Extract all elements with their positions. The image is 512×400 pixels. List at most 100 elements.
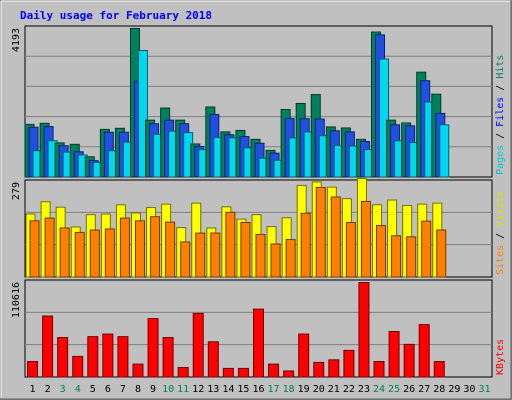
bar-kbytes-kbytes-day-13	[207, 341, 219, 378]
day-label-19: 19	[298, 384, 310, 395]
day-label-14: 14	[222, 384, 234, 395]
bar-kbytes-kbytes-day-2	[42, 315, 54, 378]
panel-kbytes-legend: KBytes	[495, 339, 506, 375]
day-label-9: 9	[150, 384, 156, 395]
day-label-3: 3	[60, 384, 66, 395]
panel-visits-ymax-label: 279	[11, 182, 22, 200]
bar-visits-sites-day-24	[376, 225, 387, 278]
day-labels: 1 2 3 4 5 6 7 8 9 10 11 12 13 14 15 16 17 18 19 20 21 22 23 24 2…	[30, 384, 491, 395]
day-label-17: 17	[268, 384, 280, 395]
bar-hits-pages-day-28	[439, 124, 450, 178]
bar-visits-sites-day-23	[360, 200, 371, 278]
day-label-18: 18	[283, 384, 295, 395]
bar-kbytes-kbytes-day-20	[313, 361, 325, 378]
day-label-22: 22	[343, 384, 355, 395]
day-label-16: 16	[252, 384, 264, 395]
day-label-13: 13	[207, 384, 219, 395]
bar-visits-sites-day-3	[59, 227, 70, 278]
panel-hits: 4193 Pages / Files / Hits	[11, 25, 506, 178]
bar-visits-sites-day-16	[255, 233, 266, 278]
bar-kbytes-kbytes-day-14	[222, 367, 234, 378]
bar-kbytes-kbytes-day-25	[388, 330, 400, 378]
bar-visits-sites-day-19	[300, 212, 311, 278]
bar-kbytes-kbytes-day-17	[268, 363, 280, 378]
bar-visits-sites-day-26	[406, 236, 417, 278]
chart-title: Daily usage for February 2018	[20, 9, 212, 22]
day-label-25: 25	[388, 384, 400, 395]
bar-kbytes-kbytes-day-28	[433, 361, 445, 378]
bar-kbytes-kbytes-day-18	[283, 370, 295, 378]
legend-item-files: Files	[495, 97, 506, 127]
bar-kbytes-kbytes-day-19	[298, 333, 310, 378]
day-label-10: 10	[162, 384, 174, 395]
day-label-30: 30	[463, 384, 475, 395]
bar-visits-sites-day-5	[89, 229, 100, 278]
bar-hits-pages-day-24	[379, 58, 390, 178]
bar-kbytes-kbytes-day-8	[132, 363, 144, 378]
day-label-26: 26	[403, 384, 415, 395]
legend-item-sites: Sites	[495, 245, 506, 275]
bar-kbytes-kbytes-day-15	[237, 367, 249, 378]
bar-visits-sites-day-11	[180, 241, 191, 278]
day-label-15: 15	[237, 384, 249, 395]
panel-hits-ymax-label: 4193	[11, 28, 22, 52]
day-label-29: 29	[448, 384, 460, 395]
day-label-5: 5	[90, 384, 96, 395]
day-label-28: 28	[433, 384, 445, 395]
bar-kbytes-kbytes-day-6	[102, 333, 114, 378]
bar-kbytes-kbytes-day-7	[117, 336, 129, 378]
legend-separator: /	[495, 127, 506, 145]
day-label-7: 7	[120, 384, 126, 395]
legend-item-kbytes: KBytes	[495, 339, 506, 375]
bar-kbytes-kbytes-day-24	[373, 361, 385, 378]
bar-kbytes-kbytes-day-10	[162, 336, 174, 378]
bar-visits-sites-day-12	[195, 232, 206, 278]
bar-kbytes-kbytes-day-23	[358, 282, 370, 378]
bar-visits-sites-day-6	[104, 228, 115, 278]
bar-visits-sites-day-7	[119, 217, 130, 278]
bar-visits-sites-day-27	[421, 220, 432, 278]
day-label-6: 6	[105, 384, 111, 395]
bar-visits-sites-day-13	[210, 232, 221, 278]
bar-kbytes-kbytes-day-1	[27, 361, 39, 378]
bar-kbytes-kbytes-day-5	[87, 336, 99, 378]
day-label-8: 8	[135, 384, 141, 395]
bar-hits-pages-day-8	[137, 49, 148, 178]
panel-visits-legend: Sites / Visits	[495, 191, 506, 275]
bar-kbytes-kbytes-day-9	[147, 318, 159, 378]
panel-kbytes: 110616 KBytes	[11, 279, 506, 378]
legend-separator: /	[495, 227, 506, 245]
legend-separator: /	[495, 79, 506, 97]
bar-visits-sites-day-14	[225, 211, 236, 278]
bar-kbytes-kbytes-day-26	[403, 343, 415, 378]
bar-visits-sites-day-28	[436, 229, 447, 278]
bar-visits-sites-day-1	[29, 220, 40, 278]
bar-visits-sites-day-22	[345, 222, 356, 278]
day-label-11: 11	[177, 384, 189, 395]
day-label-21: 21	[328, 384, 340, 395]
bar-visits-sites-day-18	[285, 239, 296, 278]
bar-kbytes-kbytes-day-12	[192, 312, 204, 378]
bar-visits-sites-day-21	[330, 196, 341, 278]
bar-kbytes-kbytes-day-16	[253, 308, 264, 378]
chart-panels: 4193 Pages / Files / Hits 279 Sites / Visit…	[11, 25, 506, 378]
day-label-27: 27	[418, 384, 430, 395]
day-label-23: 23	[358, 384, 370, 395]
bar-kbytes-kbytes-day-4	[72, 355, 84, 378]
panel-hits-legend: Pages / Files / Hits	[495, 55, 506, 175]
bar-kbytes-kbytes-day-27	[418, 324, 430, 378]
day-label-1: 1	[30, 384, 36, 395]
bar-kbytes-kbytes-day-21	[328, 359, 340, 378]
bar-visits-sites-day-2	[44, 217, 55, 278]
bar-visits-sites-day-10	[165, 221, 176, 278]
day-label-2: 2	[45, 384, 51, 395]
bar-visits-sites-day-17	[270, 243, 281, 278]
bar-kbytes-kbytes-day-11	[177, 367, 189, 378]
legend-item-pages: Pages	[495, 145, 506, 175]
day-label-24: 24	[373, 384, 385, 395]
legend-item-hits: Hits	[495, 55, 506, 79]
bar-visits-sites-day-15	[240, 222, 251, 278]
day-label-12: 12	[192, 384, 204, 395]
legend-item-visits: Visits	[495, 191, 506, 227]
bar-visits-sites-day-20	[315, 186, 326, 278]
